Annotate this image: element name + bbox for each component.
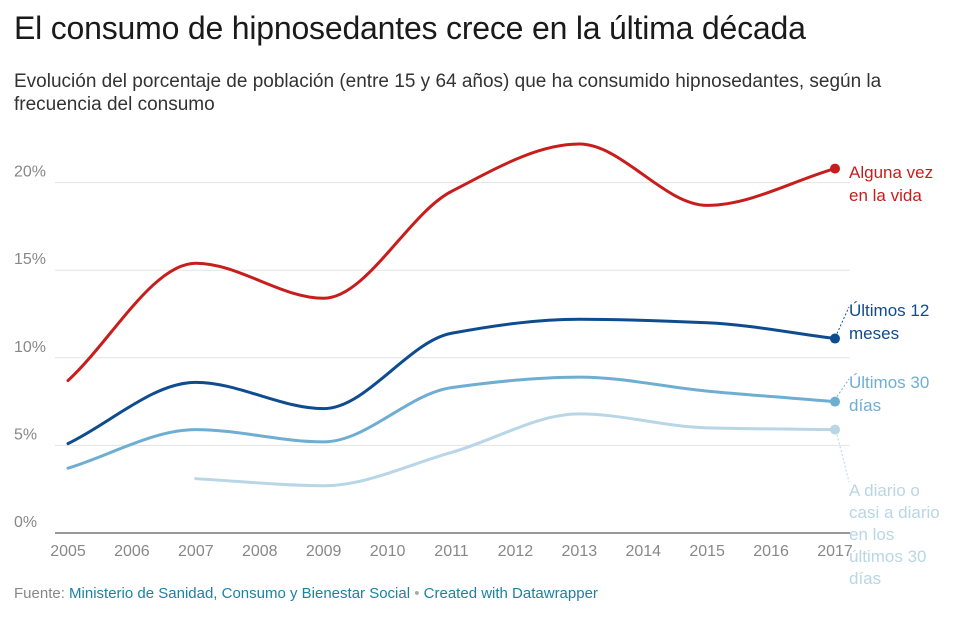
- x-tick-label: 2014: [625, 543, 661, 560]
- y-tick-label: 20%: [14, 164, 46, 181]
- x-tick-label: 2005: [50, 543, 86, 560]
- series-label-line: A diario o: [849, 481, 920, 500]
- series-label-line: casi a diario: [849, 503, 940, 522]
- chart-title: El consumo de hipnosedantes crece en la …: [14, 10, 806, 46]
- series-label-line: Alguna vez: [849, 163, 933, 182]
- x-tick-label: 2008: [242, 543, 278, 560]
- chart-subtitle: Evolución del porcentaje de población (e…: [14, 71, 882, 115]
- series-line: [66, 375, 837, 470]
- x-tick-label: 2006: [114, 543, 150, 560]
- series-label: Últimos 30 días: [849, 373, 929, 415]
- y-tick-label: 15%: [14, 251, 46, 268]
- y-tick-label: 0%: [14, 514, 37, 531]
- series-label-line: Últimos 30: [849, 373, 929, 392]
- label-leader: [836, 434, 850, 483]
- x-tick-label: 2016: [753, 543, 789, 560]
- gridlines: [55, 182, 850, 534]
- label-leader: [836, 306, 850, 334]
- x-tick-label: 2007: [178, 543, 214, 560]
- series-label-line: Últimos 12: [849, 301, 929, 320]
- footer: Fuente: Ministerio de Sanidad, Consumo y…: [14, 585, 598, 602]
- series-label-line: días: [849, 396, 881, 415]
- x-tick-label: 2011: [434, 543, 469, 560]
- series-label-line: en la vida: [849, 186, 922, 205]
- series-end-dot: [830, 333, 840, 344]
- series-end-dot: [830, 163, 840, 174]
- series-lines: [66, 142, 840, 488]
- x-tick-label: 2017: [817, 543, 853, 560]
- series-label-line: días: [849, 569, 881, 588]
- x-tick-label: 2012: [498, 543, 534, 560]
- series-line: [66, 142, 837, 383]
- x-tick-label: 2013: [562, 543, 598, 560]
- x-tick-label: 2009: [306, 543, 342, 560]
- x-axis-ticks: 2005 2006 2007 2008 2009 2010 2011 2012 2013 2014…: [50, 543, 853, 560]
- series-label-line: meses: [849, 324, 899, 343]
- y-axis-ticks: 0% 5% 10% 15% 20%: [14, 164, 46, 531]
- series-end-dot: [830, 396, 840, 407]
- y-tick-label: 10%: [14, 339, 46, 356]
- label-leader: [836, 378, 850, 397]
- series-end-dot: [830, 424, 840, 435]
- series-label-line: últimos 30: [849, 547, 926, 566]
- footer-separator: •: [414, 585, 420, 602]
- series-label: Alguna vez en la vida: [849, 163, 933, 205]
- source-link[interactable]: Ministerio de Sanidad, Consumo y Bienest…: [69, 585, 411, 602]
- x-tick-label: 2010: [370, 543, 406, 560]
- x-tick-label: 2015: [689, 543, 725, 560]
- credit-link[interactable]: Created with Datawrapper: [423, 585, 598, 602]
- y-tick-label: 5%: [14, 426, 37, 443]
- series-label: A diario o casi a diario en los últimos 30 d…: [849, 481, 940, 588]
- series-label-line: en los: [849, 525, 894, 544]
- series-line: [194, 412, 837, 488]
- series-label: Últimos 12 meses: [849, 301, 929, 343]
- source-label: Fuente:: [14, 585, 65, 602]
- series-line: [66, 317, 837, 446]
